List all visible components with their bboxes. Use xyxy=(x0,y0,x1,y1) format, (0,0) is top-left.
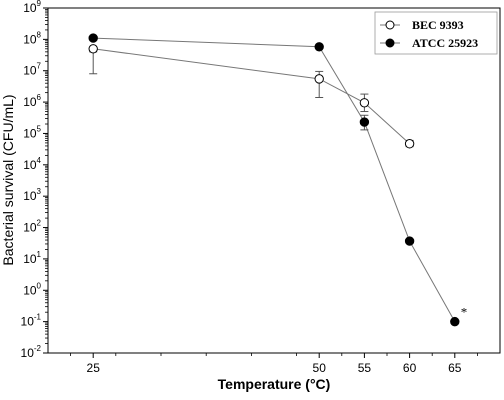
data-point-bec-9393 xyxy=(404,139,415,149)
x-tick-label: 50 xyxy=(313,361,327,375)
y-tick-label: 102 xyxy=(23,219,41,235)
y-tick-label: 104 xyxy=(23,156,41,172)
legend: BEC 9393 ATCC 25923 xyxy=(374,11,498,55)
y-tick-labels: 10-2 10-1 100 101 102 103 104 105 106 107 108 109 xyxy=(21,0,42,360)
data-point-atcc-25923 xyxy=(404,236,415,246)
annotation-asterisk: * xyxy=(461,305,468,320)
y-tick-label: 107 xyxy=(23,62,41,78)
data-point-atcc-25923 xyxy=(359,117,370,127)
x-tick-label: 65 xyxy=(448,361,462,375)
y-tick-label: 101 xyxy=(23,250,41,266)
legend-marker-bec xyxy=(385,20,395,30)
x-axis-title: Temperature (°C) xyxy=(218,376,331,392)
data-point-atcc-25923 xyxy=(314,42,324,52)
x-tick-labels: 25 50 55 60 65 xyxy=(87,361,462,375)
axis-ticks xyxy=(43,7,478,358)
data-point-atcc-25923 xyxy=(88,33,98,43)
y-tick-label: 10-2 xyxy=(21,344,42,360)
legend-marker-atcc xyxy=(385,38,395,48)
x-tick-label: 60 xyxy=(403,361,417,375)
y-tick-label: 100 xyxy=(23,281,41,297)
x-tick-label: 25 xyxy=(87,361,101,375)
y-axis-title: Bacterial survival (CFU/mL) xyxy=(0,94,16,265)
series-line-bec-9393 xyxy=(93,48,410,145)
y-tick-label: 105 xyxy=(23,124,41,140)
data-point-bec-9393 xyxy=(88,44,98,54)
y-tick-label: 103 xyxy=(23,187,41,203)
data-point-atcc-25923 xyxy=(450,316,460,327)
series-layer xyxy=(88,33,460,327)
y-tick-label: 10-1 xyxy=(21,313,42,329)
plot-frame xyxy=(47,7,501,354)
y-tick-label: 106 xyxy=(23,93,41,109)
legend-box xyxy=(374,11,498,55)
data-point-bec-9393 xyxy=(359,98,370,108)
x-tick-label: 55 xyxy=(358,361,372,375)
y-tick-label: 109 xyxy=(23,0,41,15)
y-tick-label: 108 xyxy=(23,30,41,46)
legend-label-bec: BEC 9393 xyxy=(412,18,464,32)
legend-label-atcc: ATCC 25923 xyxy=(412,36,478,50)
series-line-atcc-25923 xyxy=(93,37,456,322)
data-point-bec-9393 xyxy=(314,74,324,84)
error-bar-bec-9393 xyxy=(89,51,98,75)
